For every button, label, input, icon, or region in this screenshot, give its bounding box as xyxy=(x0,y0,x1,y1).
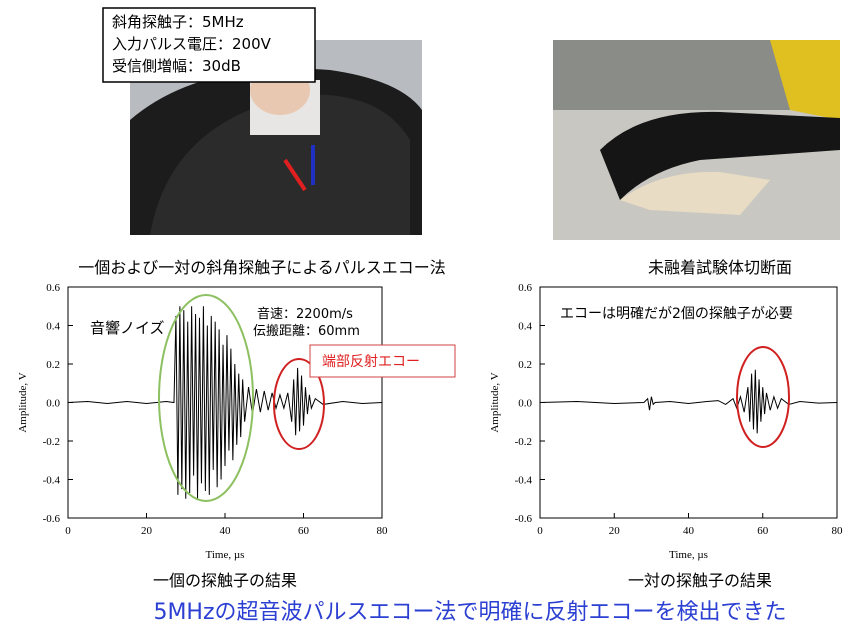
highlight-ellipse xyxy=(158,294,254,502)
annotation: 音速：2200m/s xyxy=(257,306,353,322)
y-axis-label: Amplitude, V xyxy=(489,372,501,432)
x-tick-label: 80 xyxy=(377,525,389,537)
conclusion: 5MHzの超音波パルスエコー法で明確に反射エコーを検出できた xyxy=(153,600,786,625)
x-tick-label: 0 xyxy=(65,525,71,537)
annotation: エコーは明確だが2個の探触子が必要 xyxy=(560,306,793,322)
y-tick-label: 0.2 xyxy=(46,359,60,371)
chart-caption: 一対の探触子の結果 xyxy=(628,571,772,590)
y-tick-label: -0.2 xyxy=(43,436,60,448)
y-axis-label: Amplitude, V xyxy=(17,372,29,432)
highlight-ellipse xyxy=(736,346,790,448)
x-tick-label: 40 xyxy=(683,525,695,537)
y-tick-label: 0.6 xyxy=(518,282,532,294)
y-tick-label: -0.4 xyxy=(515,475,533,487)
spec-line: 入力パルス電圧：200V xyxy=(112,35,272,53)
waveform xyxy=(67,306,383,499)
annotation: 伝搬距離：60mm xyxy=(253,324,360,339)
x-axis-label: Time, µs xyxy=(669,549,708,561)
x-tick-label: 60 xyxy=(298,525,310,537)
y-tick-label: 0.4 xyxy=(518,321,532,333)
y-tick-label: 0.4 xyxy=(46,321,60,333)
highlight-ellipse xyxy=(273,358,325,450)
chart-caption: 一個の探触子の結果 xyxy=(153,571,297,590)
spec-box xyxy=(102,7,316,83)
annotation: 端部反射エコー xyxy=(322,354,420,370)
photo-caption: 未融着試験体切断面 xyxy=(648,258,792,277)
photo-cross-section xyxy=(553,40,840,240)
y-tick-label: 0.2 xyxy=(518,359,532,371)
y-tick-label: 0.0 xyxy=(518,398,532,410)
x-tick-label: 20 xyxy=(141,525,153,537)
photo-caption: 一個および一対の斜角探触子によるパルスエコー法 xyxy=(78,258,446,277)
x-tick-label: 80 xyxy=(832,525,844,537)
x-axis-label: Time, µs xyxy=(206,549,245,561)
y-tick-label: -0.6 xyxy=(43,513,61,525)
annotation: 音響ノイズ xyxy=(90,319,165,337)
waveform xyxy=(539,369,838,434)
x-tick-label: 0 xyxy=(537,525,543,537)
y-tick-label: -0.2 xyxy=(515,436,532,448)
spec-line: 受信側増幅：30dB xyxy=(112,57,241,75)
y-tick-label: -0.6 xyxy=(515,513,533,525)
y-tick-label: 0.0 xyxy=(46,398,60,410)
y-tick-label: 0.6 xyxy=(46,282,60,294)
annotation-box xyxy=(309,344,456,378)
x-tick-label: 40 xyxy=(220,525,232,537)
x-tick-label: 60 xyxy=(757,525,769,537)
spec-line: 斜角探触子：5MHz xyxy=(112,13,244,31)
y-tick-label: -0.4 xyxy=(43,475,61,487)
x-tick-label: 20 xyxy=(609,525,621,537)
